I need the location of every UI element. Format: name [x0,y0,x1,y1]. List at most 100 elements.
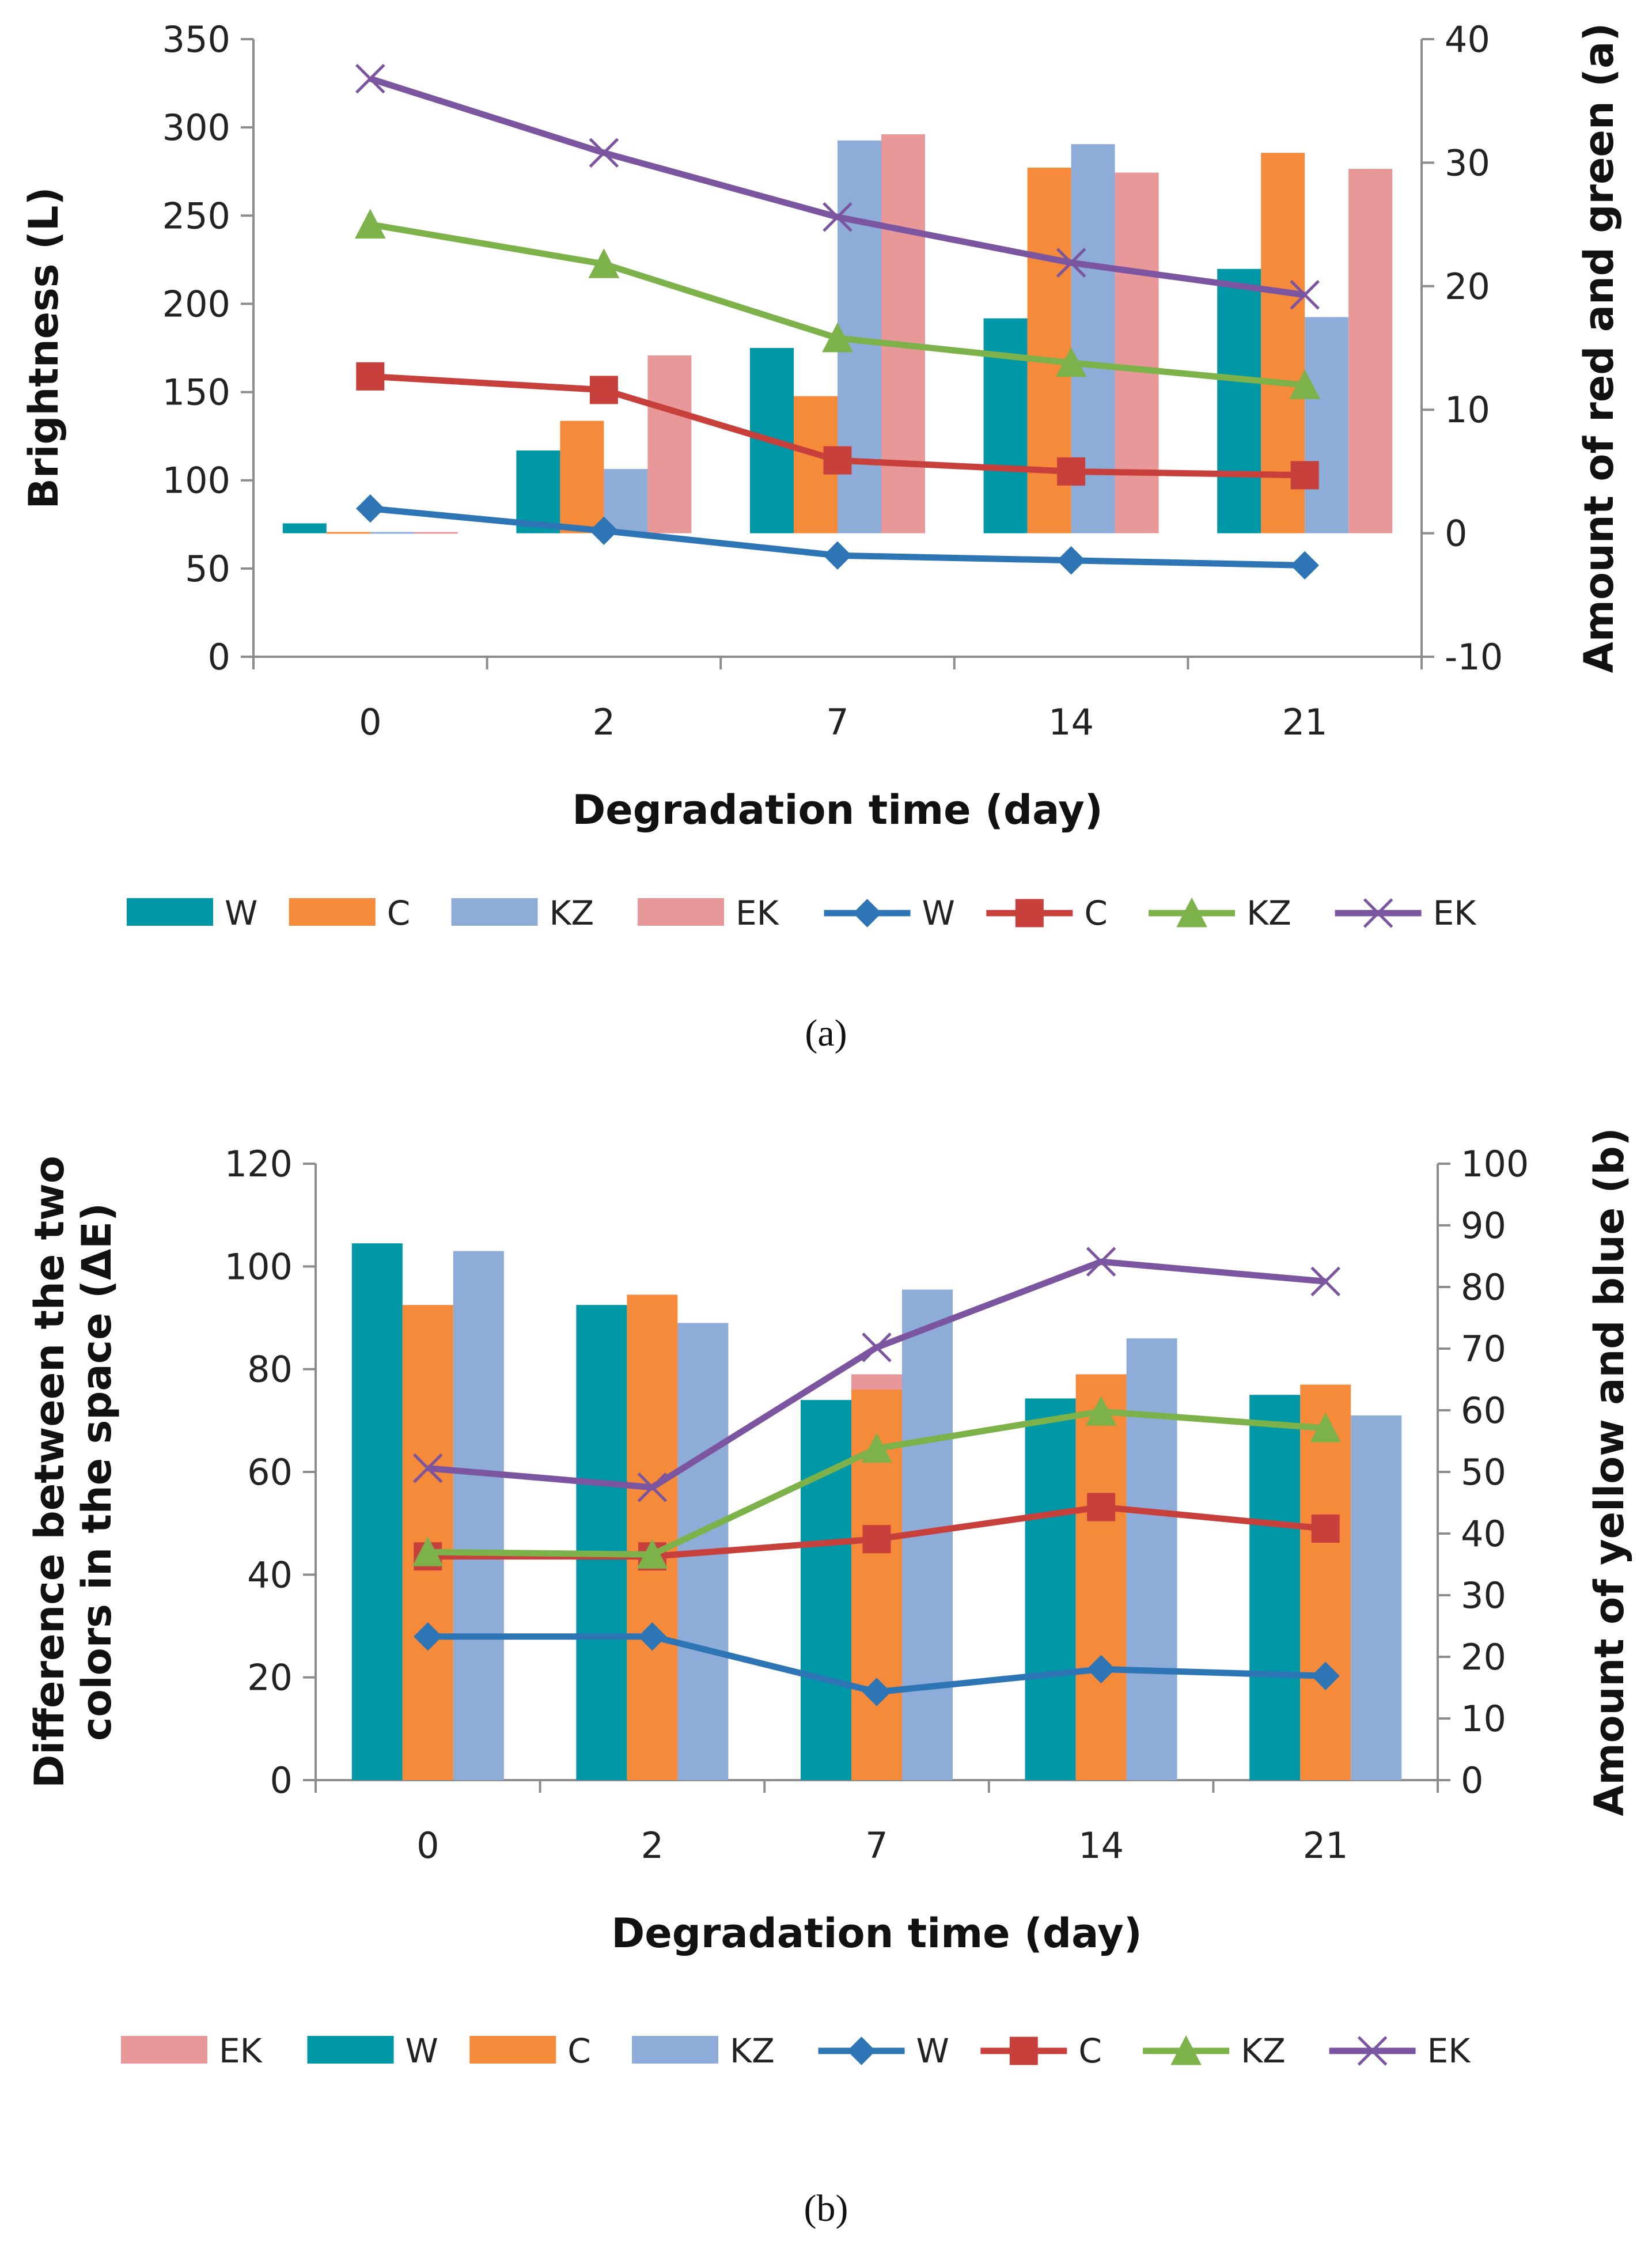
y2-tick-label: 40 [1445,18,1490,60]
legend-marker-kz [1176,897,1207,928]
y-tick-label: 0 [270,1759,293,1801]
y-tick-label: 40 [247,1554,293,1596]
y2-tick-label: 90 [1461,1205,1506,1247]
bar-ek-0 [414,532,458,534]
bar-kz-0 [453,1251,504,1780]
x-tick-label: 14 [1078,1824,1124,1867]
marker-kz-0 [354,209,386,239]
legend-swatch-bar-w [307,2036,394,2064]
marker-ek-2-stroke-2 [589,138,619,168]
marker-c-7 [823,446,852,475]
x-tick-label: 0 [359,701,381,743]
y2-axis-title: Amount of yellow and blue (b) [1586,1127,1633,1816]
y-tick-label: 100 [162,460,230,502]
marker-ek-21 [1290,280,1320,310]
bar-w-21 [1217,268,1261,533]
bar-w-14 [1025,1398,1076,1780]
marker-ek-21-stroke-2 [1290,280,1320,310]
y2-tick-label: 10 [1461,1698,1506,1740]
x-axis-title: Degradation time (day) [572,786,1103,834]
marker-w-2 [589,516,619,546]
marker-w-14 [1056,546,1086,575]
x-tick-label: 7 [865,1824,888,1867]
marker-w-14 [1086,1655,1116,1684]
marker-ek-7-stroke-2 [862,1333,892,1362]
marker-kz-0 [412,1536,444,1566]
bar-w-7 [801,1400,851,1780]
bar-kz-0 [370,532,414,534]
y-tick-label: 100 [225,1246,293,1288]
x-tick-label: 2 [593,701,615,743]
legend-swatch-bar-c [289,898,376,926]
x-tick-label: 21 [1303,1824,1348,1867]
bar-w-2 [576,1305,627,1780]
chart-b: 0 20 40 60 80 100 120 0 10 20 30 40 50 60 70 80 90 100 0 2 7… [26,1127,1633,2229]
y-tick-label: 150 [162,372,230,414]
bar-w-21 [1249,1395,1301,1780]
bar-kz-21 [1351,1415,1402,1780]
marker-ek-14 [1056,248,1086,278]
marker-kz-21 [1289,369,1321,399]
marker-ek-2-stroke-2 [637,1472,668,1502]
marker-ek-14 [1086,1247,1116,1277]
y-tick-label: 250 [162,195,230,237]
marker-w-2 [638,1622,667,1651]
legend-swatch-bar-w [127,898,213,926]
marker-c-7 [862,1525,891,1554]
legend-label: KZ [730,2031,775,2070]
legend-marker-ek-stroke-2 [1357,2036,1388,2066]
x-tick-label: 14 [1048,701,1094,743]
marker-ek-14-stroke-2 [1056,248,1086,278]
marker-c-14 [1057,457,1086,486]
legend-marker-c [1009,2036,1038,2065]
marker-w-0 [356,494,385,523]
bar-kz-14 [1126,1338,1177,1780]
marker-kz-14 [1085,1396,1117,1426]
y-tick-label: 120 [225,1143,293,1185]
x-tick-label: 21 [1282,701,1328,743]
bar-ek-7 [881,134,925,533]
legend-marker-ek-stroke-2 [1363,898,1393,928]
y2-tick-label: 20 [1461,1636,1506,1678]
marker-w-7 [823,541,852,570]
y-tick-label: 0 [208,636,230,678]
legend-label: W [922,894,955,933]
legend: EK W C KZ W C KZ EK [121,2031,1471,2070]
y2-tick-label: 70 [1461,1328,1506,1370]
legend-label: C [1078,2031,1102,2070]
y-tick-label: 80 [247,1349,293,1391]
marker-ek-21-stroke-2 [1310,1266,1340,1297]
y-tick-label: 50 [185,548,230,590]
y2-tick-label: 100 [1461,1143,1529,1185]
marker-c-21 [1290,461,1319,490]
legend-label: EK [219,2031,263,2070]
marker-ek-2 [637,1472,668,1502]
legend-swatch-bar-kz [451,898,538,926]
y2-tick-label: 10 [1445,389,1490,431]
bar-c-0 [326,532,370,534]
marker-kz-2 [588,248,620,278]
legend-label: KZ [1241,2031,1286,2070]
marker-c-0 [356,362,385,391]
bar-c-21 [1300,1384,1351,1780]
legend-marker-ek [1357,2036,1388,2066]
legend-label: KZ [1246,894,1291,933]
y-tick-label: 350 [162,18,230,60]
marker-w-0 [414,1622,442,1651]
marker-kz-2 [636,1539,668,1569]
x-axis-title: Degradation time (day) [611,1910,1142,1957]
chart-a: 0 50 100 150 200 250 300 350 -10 0 10 20 30 40 0 2 7 14 21… [20,18,1623,1054]
legend-marker-kz [1170,2035,1202,2065]
marker-kz-7 [822,322,853,353]
y2-axis-title: Amount of red and green (a) [1575,23,1623,673]
marker-ek-21 [1310,1266,1340,1297]
bar-kz-21 [1305,317,1349,533]
marker-kz-21 [1310,1412,1342,1443]
bar-w-2 [516,450,560,533]
bar-ek-2 [647,355,692,533]
legend-label: EK [1433,894,1477,933]
y2-tick-label: 50 [1461,1451,1506,1493]
bar-c-14 [1075,1374,1127,1780]
panel-label: (a) [805,1012,847,1054]
y2-tick-label: 60 [1461,1390,1506,1432]
